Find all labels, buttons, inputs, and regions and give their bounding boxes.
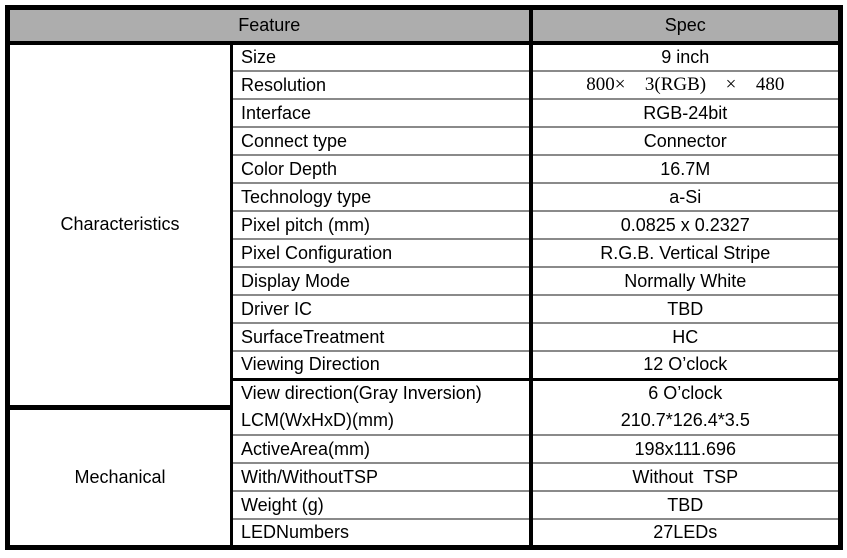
section-label-characteristics: Characteristics — [7, 43, 233, 407]
table-row: Viewing Direction 12 O’clock — [8, 350, 841, 379]
spec-cell: Normally White — [530, 266, 841, 295]
table-row: Mechanical LCM(WxHxD)(mm) 210.7*126.4*3.… — [7, 404, 841, 547]
table-row: SurfaceTreatment HC — [8, 322, 841, 351]
feature-cell: LCM(WxHxD)(mm) — [231, 407, 533, 435]
spec-cell: 800× 3(RGB) × 480 — [530, 70, 841, 99]
feature-cell: Display Mode — [231, 266, 533, 295]
spec-cell: HC — [530, 322, 841, 351]
feature-cell: Connect type — [231, 126, 533, 155]
spec-cell: 16.7M — [530, 154, 841, 183]
table-row: Pixel Configuration R.G.B. Vertical Stri… — [8, 238, 841, 267]
spec-cell: TBD — [530, 294, 841, 323]
table-row: Pixel pitch (mm) 0.0825 x 0.2327 — [8, 210, 841, 239]
table-row: Driver IC TBD — [8, 294, 841, 323]
table-row: Resolution 800× 3(RGB) × 480 — [8, 70, 841, 99]
spec-cell: 27LEDs — [530, 518, 841, 547]
spec-cell: RGB-24bit — [530, 98, 841, 127]
spec-cell: 12 O’clock — [530, 350, 841, 379]
feature-cell: LEDNumbers — [231, 518, 533, 547]
spec-table: Feature Spec Characteristics Size 9 inch… — [5, 5, 844, 550]
spec-cell: 9 inch — [661, 47, 710, 67]
spec-cell: TBD — [530, 490, 841, 519]
spec-cell: a-Si — [530, 182, 841, 211]
spec-cell: 210.7*126.4*3.5 — [620, 410, 750, 430]
table-row: Characteristics Size 9 inch — [7, 43, 841, 407]
feature-cell: View direction(Gray Inversion) — [231, 377, 533, 407]
table-row: Interface RGB-24bit — [8, 98, 841, 127]
table-row: Display Mode Normally White — [8, 266, 841, 295]
spec-cell: Connector — [530, 126, 841, 155]
section-label-mechanical: Mechanical — [7, 404, 233, 547]
feature-cell: Viewing Direction — [231, 350, 533, 379]
table-row: View direction(Gray Inversion) 6 O’clock — [8, 377, 841, 407]
spec-cell: 6 O’clock — [530, 377, 841, 407]
feature-cell: Resolution — [231, 70, 533, 99]
spec-cell: R.G.B. Vertical Stripe — [530, 238, 841, 267]
feature-cell: Pixel pitch (mm) — [231, 210, 533, 239]
feature-cell: Color Depth — [231, 154, 533, 183]
feature-cell: With/WithoutTSP — [231, 462, 533, 491]
table-row: LEDNumbers 27LEDs — [8, 518, 841, 547]
table-row: With/WithoutTSP Without TSP — [8, 462, 841, 491]
feature-cell: Driver IC — [231, 294, 533, 323]
feature-cell: SurfaceTreatment — [231, 322, 533, 351]
spec-cell: 198x111.696 — [530, 434, 841, 463]
spec-cell: Without TSP — [530, 462, 841, 491]
feature-column-header: Feature — [7, 7, 533, 45]
table-row: Connect type Connector — [8, 126, 841, 155]
feature-cell: Pixel Configuration — [231, 238, 533, 267]
table-row: Weight (g) TBD — [8, 490, 841, 519]
feature-cell: Size — [231, 43, 533, 71]
feature-cell: ActiveArea(mm) — [231, 434, 533, 463]
feature-cell: Interface — [231, 98, 533, 127]
table-row: ActiveArea(mm) 198x111.696 — [8, 434, 841, 463]
feature-cell: Technology type — [231, 182, 533, 211]
table-row: Technology type a-Si — [8, 182, 841, 211]
spec-column-header: Spec — [530, 7, 841, 45]
header-row: Feature Spec — [7, 7, 841, 45]
table-row: Color Depth 16.7M — [8, 154, 841, 183]
spec-cell: 0.0825 x 0.2327 — [530, 210, 841, 239]
feature-cell: Weight (g) — [231, 490, 533, 519]
